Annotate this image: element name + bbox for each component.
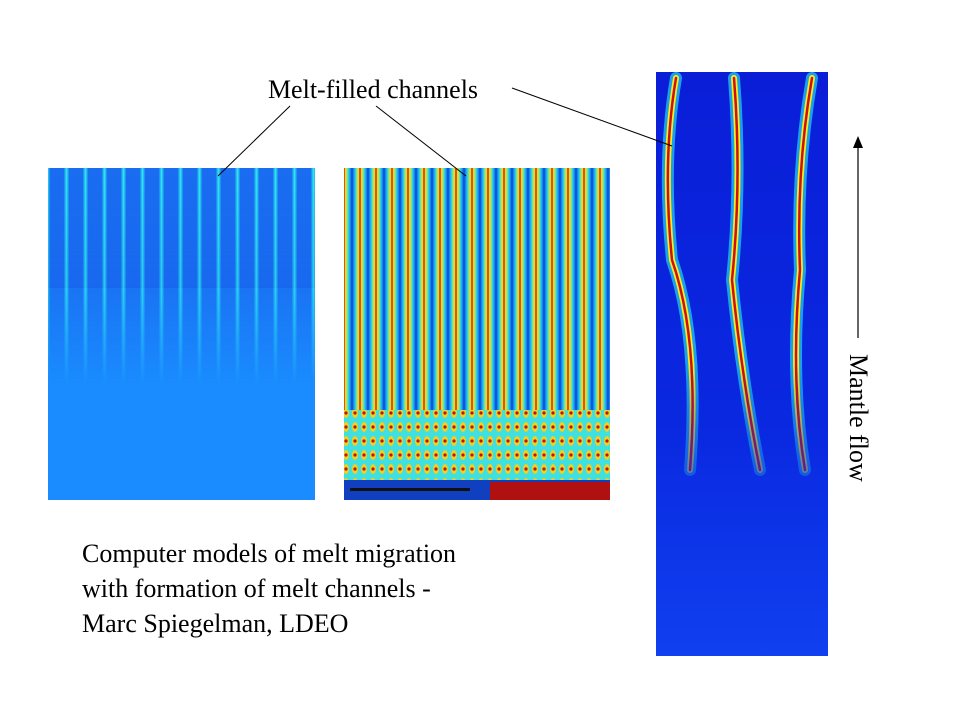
caption-line: Marc Spiegelman, LDEO [82, 609, 348, 638]
label: Melt-filled channels [268, 75, 478, 104]
caption-line: Computer models of melt migration [82, 539, 456, 568]
model-image-left [48, 168, 315, 500]
model-image-middle [344, 168, 610, 500]
flow-arrow [853, 136, 863, 338]
model-image-right [656, 72, 828, 656]
caption-line: with formation of melt channels - [82, 574, 431, 603]
axis-label: Mantle flow [844, 354, 873, 482]
leader-lines [217, 87, 673, 177]
